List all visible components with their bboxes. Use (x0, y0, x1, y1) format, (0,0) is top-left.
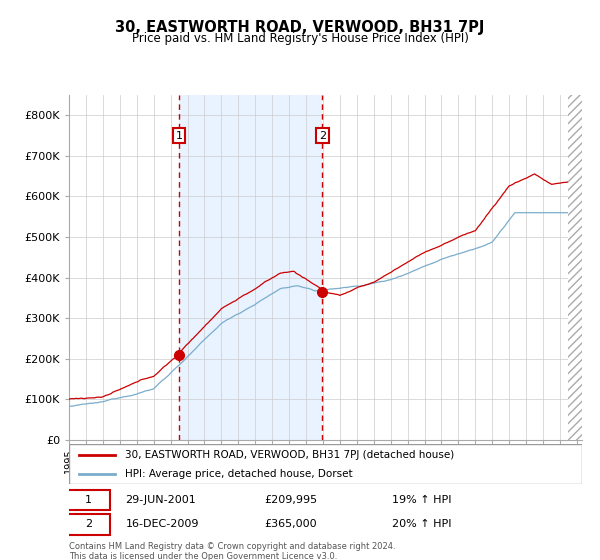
FancyBboxPatch shape (69, 444, 582, 484)
Text: 19% ↑ HPI: 19% ↑ HPI (392, 495, 452, 505)
Bar (179, 95, 322, 440)
Text: £209,995: £209,995 (264, 495, 317, 505)
Text: 2: 2 (319, 130, 326, 141)
Text: HPI: Average price, detached house, Dorset: HPI: Average price, detached house, Dors… (125, 469, 353, 479)
Bar (568, 95, 582, 440)
FancyBboxPatch shape (67, 490, 110, 510)
FancyBboxPatch shape (67, 515, 110, 535)
Bar (568, 95, 582, 440)
Text: Contains HM Land Registry data © Crown copyright and database right 2024.
This d: Contains HM Land Registry data © Crown c… (69, 542, 395, 560)
Text: 30, EASTWORTH ROAD, VERWOOD, BH31 7PJ: 30, EASTWORTH ROAD, VERWOOD, BH31 7PJ (115, 20, 485, 35)
Text: 2: 2 (85, 520, 92, 530)
Text: 1: 1 (85, 495, 92, 505)
Text: 30, EASTWORTH ROAD, VERWOOD, BH31 7PJ (detached house): 30, EASTWORTH ROAD, VERWOOD, BH31 7PJ (d… (125, 450, 455, 460)
Text: 29-JUN-2001: 29-JUN-2001 (125, 495, 196, 505)
Text: 16-DEC-2009: 16-DEC-2009 (125, 520, 199, 530)
Text: 20% ↑ HPI: 20% ↑ HPI (392, 520, 452, 530)
Text: Price paid vs. HM Land Registry's House Price Index (HPI): Price paid vs. HM Land Registry's House … (131, 32, 469, 45)
Text: £365,000: £365,000 (264, 520, 317, 530)
Text: 1: 1 (176, 130, 182, 141)
